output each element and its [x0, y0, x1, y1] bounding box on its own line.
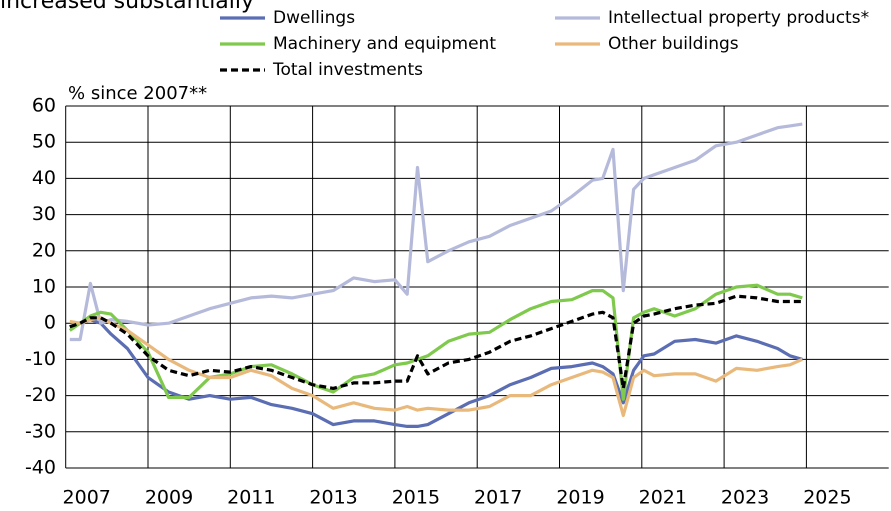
y-tick-label: 20	[32, 239, 56, 261]
y-tick-label: 60	[32, 95, 56, 117]
x-tick-label: 2021	[639, 487, 687, 509]
series-line	[69, 316, 803, 418]
series-line	[69, 122, 803, 342]
x-tick-label: 2009	[145, 487, 193, 509]
x-tick-label: 2013	[309, 487, 357, 509]
legend-label: Total investments	[272, 60, 423, 80]
x-tick-label: 2017	[474, 487, 522, 509]
legend-label: Intellectual property products*	[608, 8, 869, 28]
series-line	[69, 318, 803, 428]
y-tick-label: 50	[32, 131, 56, 153]
series-line	[68, 283, 803, 401]
legend-label: Dwellings	[273, 8, 355, 28]
y-tick-label: -40	[25, 457, 56, 479]
y-tick-label: -20	[25, 384, 56, 406]
y-axis-label: % since 2007**	[68, 83, 207, 104]
chart-title: increased substantially	[0, 0, 254, 14]
legend-label: Machinery and equipment	[273, 34, 496, 54]
y-tick-label: -30	[25, 420, 56, 442]
y-tick-label: -10	[25, 348, 56, 370]
y-tick-label: 10	[32, 276, 56, 298]
y-tick-label: 0	[44, 312, 56, 334]
y-tick-label: 40	[32, 167, 56, 189]
series-line	[69, 294, 803, 390]
x-tick-label: 2025	[803, 487, 851, 509]
x-tick-label: 2019	[556, 487, 604, 509]
x-tick-label: 2007	[63, 487, 111, 509]
x-tick-label: 2023	[721, 487, 769, 509]
y-tick-label: 30	[32, 203, 56, 225]
legend-label: Other buildings	[608, 34, 739, 54]
x-tick-label: 2015	[392, 487, 440, 509]
x-tick-label: 2011	[227, 487, 275, 509]
